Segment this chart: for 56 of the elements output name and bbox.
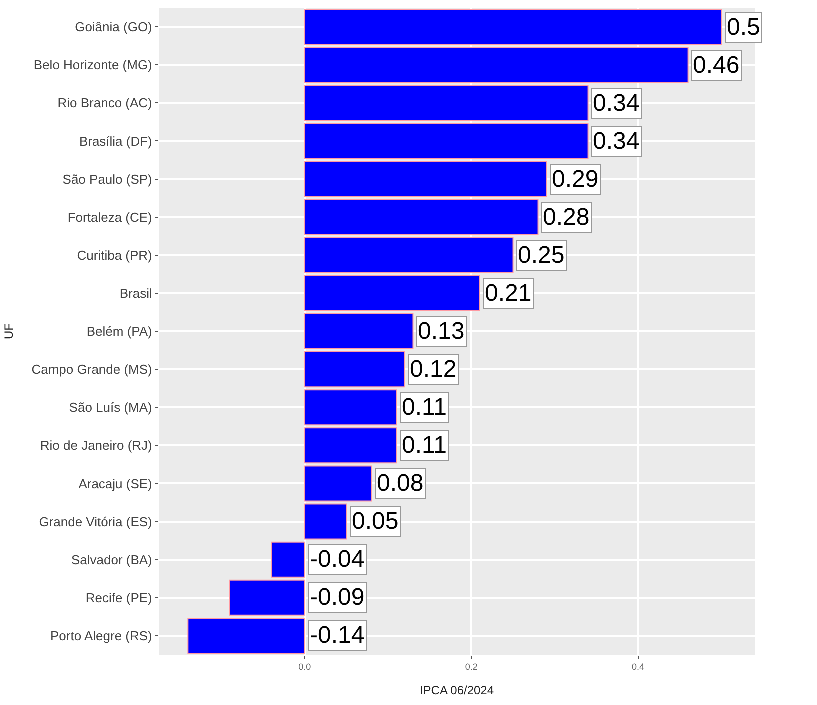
data-label: -0.09 bbox=[310, 584, 365, 611]
y-tick-label: Goiânia (GO) bbox=[75, 20, 152, 35]
bar bbox=[304, 275, 480, 312]
bar bbox=[271, 542, 306, 578]
data-label: 0.05 bbox=[352, 508, 399, 535]
bar bbox=[304, 390, 398, 426]
x-tick-label: 0.0 bbox=[298, 662, 312, 672]
data-label: 0.25 bbox=[518, 242, 565, 269]
y-tick-label: Fortaleza (CE) bbox=[68, 210, 152, 225]
bar bbox=[304, 9, 722, 46]
y-tick-label: São Luís (MA) bbox=[69, 400, 152, 416]
y-tick-label: Brasília (DF) bbox=[79, 134, 152, 149]
y-tick-label: Curitiba (PR) bbox=[77, 248, 152, 263]
y-tick-label: Belém (PA) bbox=[86, 324, 152, 340]
bar bbox=[304, 466, 372, 502]
y-tick-label: Salvador (BA) bbox=[71, 552, 152, 568]
bar bbox=[304, 123, 589, 160]
data-label: 0.5 bbox=[727, 14, 760, 41]
bar bbox=[304, 352, 406, 388]
bar bbox=[304, 237, 514, 274]
x-tick-label: 0.2 bbox=[465, 662, 478, 672]
y-tick-label: Porto Alegre (RS) bbox=[50, 628, 152, 644]
bar bbox=[304, 47, 689, 84]
y-tick-label: Aracaju (SE) bbox=[78, 476, 152, 492]
bar bbox=[304, 85, 589, 122]
data-label: 0.11 bbox=[402, 394, 447, 421]
data-label: 0.13 bbox=[418, 318, 465, 345]
bar bbox=[188, 618, 306, 654]
data-label: 0.29 bbox=[552, 166, 599, 193]
bar bbox=[304, 504, 348, 540]
y-tick-label: São Paulo (SP) bbox=[62, 172, 152, 187]
data-label: 0.34 bbox=[593, 90, 640, 117]
bar bbox=[304, 161, 548, 198]
x-tick-label: 0.4 bbox=[632, 662, 645, 672]
y-tick-label: Campo Grande (MS) bbox=[32, 362, 152, 378]
bar bbox=[304, 199, 539, 236]
y-tick-label: Belo Horizonte (MG) bbox=[34, 58, 152, 73]
y-tick-label: Rio de Janeiro (RJ) bbox=[40, 438, 152, 454]
data-label: 0.28 bbox=[543, 204, 590, 231]
data-label: -0.04 bbox=[310, 546, 365, 573]
data-label: 0.12 bbox=[410, 356, 457, 383]
data-label: 0.11 bbox=[402, 432, 447, 459]
x-axis-title: IPCA 06/2024 bbox=[420, 684, 494, 698]
data-label: 0.46 bbox=[693, 52, 740, 79]
y-tick-label: Rio Branco (AC) bbox=[58, 96, 152, 111]
bar bbox=[229, 580, 306, 616]
bar bbox=[304, 428, 398, 464]
y-tick-label: Recife (PE) bbox=[86, 590, 152, 606]
y-tick-label: Brasil bbox=[120, 286, 153, 301]
bar bbox=[304, 313, 414, 350]
data-label: 0.08 bbox=[377, 470, 424, 497]
data-label: -0.14 bbox=[310, 622, 365, 649]
y-tick-label: Grande Vitória (ES) bbox=[39, 514, 152, 530]
data-label: 0.34 bbox=[593, 128, 640, 155]
data-label: 0.21 bbox=[485, 280, 532, 307]
y-axis-title: UF bbox=[2, 324, 16, 340]
